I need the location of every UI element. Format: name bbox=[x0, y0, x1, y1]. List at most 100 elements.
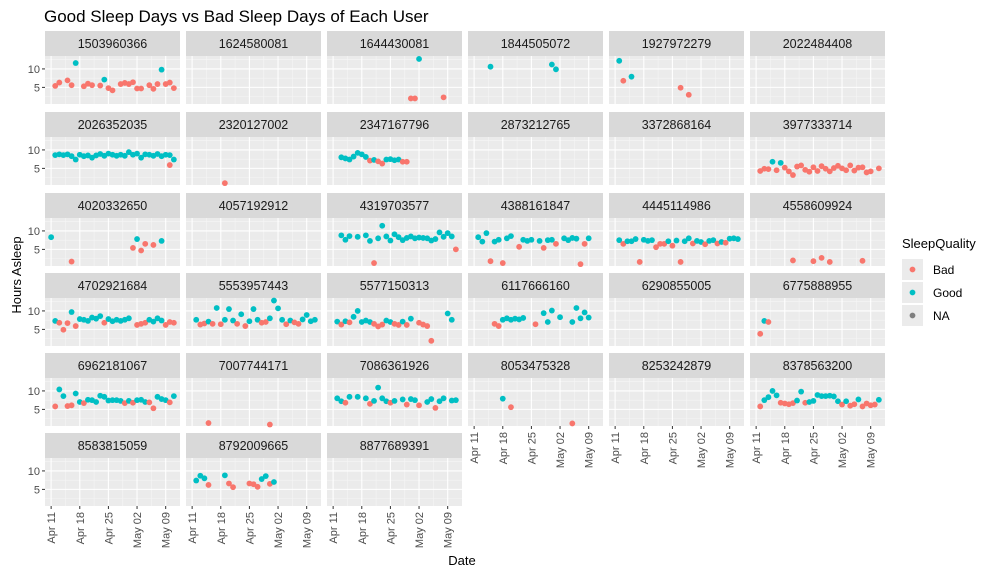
panel-background bbox=[327, 218, 462, 266]
data-point-good bbox=[444, 230, 451, 237]
data-point-bad bbox=[166, 399, 173, 406]
data-point-good bbox=[279, 316, 286, 323]
data-point-bad bbox=[52, 83, 59, 89]
y-tick-label: 5 bbox=[34, 404, 40, 416]
x-tick-label: May 09 bbox=[443, 512, 455, 548]
facet-strip bbox=[327, 31, 462, 56]
data-point-bad bbox=[653, 244, 659, 251]
x-tick-label: May 02 bbox=[414, 512, 426, 548]
data-point-good bbox=[371, 397, 377, 404]
data-point-bad bbox=[757, 330, 764, 337]
data-point-good bbox=[495, 236, 502, 243]
data-point-good bbox=[271, 297, 277, 304]
x-tick-label: May 02 bbox=[555, 432, 567, 468]
data-point-bad bbox=[851, 401, 858, 408]
data-point-good bbox=[238, 311, 245, 318]
y-tick-label: 5 bbox=[34, 324, 40, 336]
data-point-good bbox=[412, 397, 418, 404]
data-point-good bbox=[346, 393, 353, 400]
data-point-bad bbox=[722, 239, 729, 246]
data-point-bad bbox=[130, 245, 136, 251]
facet-panel-4702921684: 4702921684 5 10 bbox=[28, 273, 180, 346]
facet-strip bbox=[186, 433, 321, 458]
data-point-bad bbox=[516, 243, 523, 250]
panel-background bbox=[327, 56, 462, 104]
facet-strip bbox=[327, 353, 462, 378]
data-point-good bbox=[798, 388, 805, 395]
data-point-bad bbox=[532, 321, 539, 328]
data-point-good bbox=[777, 159, 784, 166]
facet-strip-label: 8877689391 bbox=[360, 439, 430, 453]
facet-panel-6775888955: 6775888955 bbox=[750, 273, 885, 346]
data-point-bad bbox=[230, 484, 236, 491]
data-point-bad bbox=[403, 401, 410, 408]
data-point-good bbox=[407, 315, 414, 322]
data-point-good bbox=[254, 316, 261, 323]
facet-strip bbox=[609, 273, 744, 298]
facet-strip-label: 3372868164 bbox=[642, 118, 712, 132]
facet-strip bbox=[45, 31, 180, 56]
facet-strip bbox=[468, 353, 603, 378]
x-tick-label: May 09 bbox=[584, 432, 596, 468]
data-point-good bbox=[299, 316, 306, 323]
facet-strip-label: 6962181067 bbox=[78, 359, 148, 373]
panel-background bbox=[186, 137, 321, 185]
facet-panel-7086361926: 7086361926 bbox=[327, 353, 462, 426]
data-point-bad bbox=[403, 158, 410, 165]
facet-strip-label: 8053475328 bbox=[501, 359, 571, 373]
data-point-good bbox=[275, 305, 281, 312]
x-tick-label: Apr 25 bbox=[667, 432, 679, 464]
data-point-bad bbox=[669, 242, 676, 249]
data-point-good bbox=[875, 396, 882, 403]
data-point-bad bbox=[867, 168, 874, 175]
data-point-bad bbox=[875, 165, 882, 172]
data-point-good bbox=[553, 66, 559, 73]
facet-panel-1844505072: 1844505072 bbox=[468, 31, 603, 104]
facet-panel-8583815059: 8583815059 5 10 Apr 11 Apr 18 Apr 25 May 02 May… bbox=[28, 433, 180, 548]
data-point-good bbox=[362, 232, 369, 239]
data-point-bad bbox=[773, 167, 780, 174]
data-point-good bbox=[673, 237, 680, 244]
data-point-bad bbox=[146, 82, 153, 89]
data-point-bad bbox=[508, 404, 514, 411]
x-tick-label: Apr 25 bbox=[244, 512, 256, 544]
data-point-bad bbox=[346, 319, 353, 326]
data-point-bad bbox=[166, 162, 173, 168]
data-point-good bbox=[540, 310, 547, 317]
data-point-bad bbox=[499, 260, 506, 266]
facet-strip bbox=[750, 193, 885, 218]
data-point-bad bbox=[569, 420, 576, 427]
data-point-bad bbox=[424, 323, 431, 329]
data-point-good bbox=[616, 237, 623, 244]
x-tick-label: Apr 11 bbox=[187, 512, 199, 544]
facet-strip bbox=[750, 273, 885, 298]
facet-strip bbox=[609, 112, 744, 137]
y-tick-label: 5 bbox=[34, 484, 40, 496]
facet-strip bbox=[186, 31, 321, 56]
data-point-good bbox=[391, 397, 398, 404]
facet-strip bbox=[327, 112, 462, 137]
panel-background bbox=[186, 378, 321, 426]
data-point-bad bbox=[765, 166, 772, 173]
facet-strip bbox=[186, 193, 321, 218]
data-point-good bbox=[354, 233, 361, 240]
facet-strip-label: 7086361926 bbox=[360, 359, 430, 373]
data-point-good bbox=[843, 398, 850, 405]
facet-panel-4319703577: 4319703577 bbox=[327, 193, 462, 266]
data-point-bad bbox=[495, 323, 502, 329]
x-tick-label: Apr 18 bbox=[780, 432, 792, 464]
facet-strip bbox=[327, 273, 462, 298]
data-point-bad bbox=[412, 95, 418, 102]
x-tick-label: Apr 25 bbox=[385, 512, 397, 544]
data-point-good bbox=[487, 63, 494, 70]
data-point-bad bbox=[785, 168, 792, 175]
facet-panel-2026352035: 2026352035 5 10 bbox=[28, 112, 180, 185]
facet-strip bbox=[45, 273, 180, 298]
data-point-good bbox=[170, 156, 177, 163]
data-point-bad bbox=[221, 180, 228, 187]
data-point-bad bbox=[636, 259, 643, 265]
y-tick-label: 10 bbox=[28, 386, 40, 398]
data-point-good bbox=[350, 313, 357, 320]
facet-panel-8378563200: 8378563200 Apr 11 Apr 18 Apr 25 May 02 May 09 bbox=[750, 353, 885, 468]
data-point-good bbox=[499, 395, 506, 402]
